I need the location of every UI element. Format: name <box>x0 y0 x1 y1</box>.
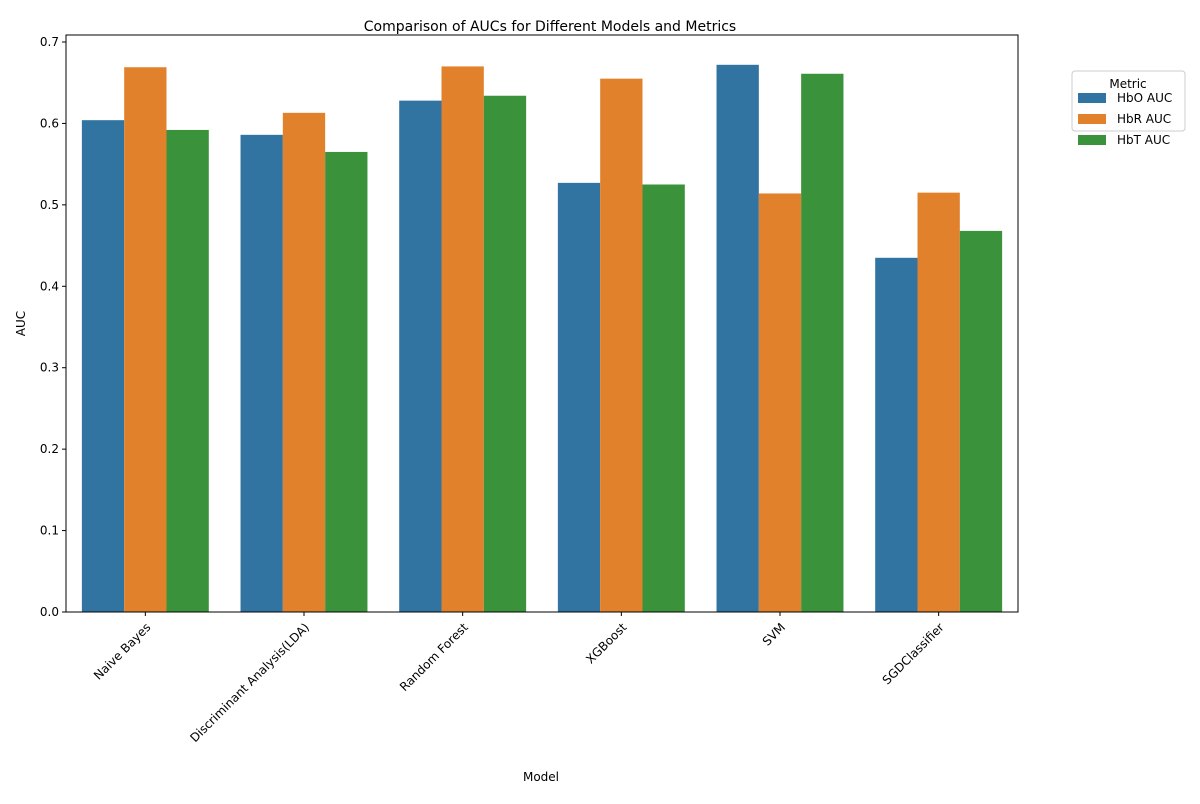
bar-hbr-auc-1 <box>282 112 326 612</box>
x-tick-label: Naive Bayes <box>91 620 153 682</box>
y-axis-label: AUC <box>14 311 28 336</box>
y-tick-label: 0.0 <box>40 605 59 619</box>
y-tick-label: 0.3 <box>40 361 59 375</box>
bar-hbt-auc-5 <box>959 230 1003 612</box>
x-tick-label: XGBoost <box>583 620 629 666</box>
bar-hbo-auc-2 <box>399 100 442 612</box>
chart-title: Comparison of AUCs for Different Models … <box>364 19 736 35</box>
y-tick-label: 0.1 <box>40 524 59 538</box>
legend-swatch-2 <box>1078 135 1106 145</box>
y-tick-label: 0.6 <box>40 116 59 130</box>
y-tick-label: 0.7 <box>40 35 59 49</box>
x-tick-label: SVM <box>760 620 788 648</box>
bar-hbo-auc-4 <box>716 64 759 613</box>
bar-hbr-auc-3 <box>600 78 643 612</box>
bar-hbt-auc-0 <box>166 129 209 612</box>
y-axis: 0.0 0.1 0.2 0.3 0.4 0.5 0.6 0.7 <box>40 35 66 619</box>
bar-hbt-auc-2 <box>483 95 527 613</box>
bar-hbr-auc-5 <box>917 192 960 612</box>
bar-hbt-auc-1 <box>325 151 368 612</box>
legend-label-2: HbT AUC <box>1117 133 1170 147</box>
x-axis: Naive Bayes Discriminant Analysis(LDA) Ran… <box>91 612 947 745</box>
bar-hbr-auc-0 <box>124 67 167 613</box>
legend: Metric HbO AUC HbR AUC HbT AUC <box>1071 70 1186 147</box>
bars-layer <box>81 64 1003 613</box>
x-tick-label: Discriminant Analysis(LDA) <box>187 620 312 745</box>
bar-hbo-auc-0 <box>81 120 125 613</box>
x-tick-label: SGDClassifier <box>880 620 947 687</box>
bar-hbt-auc-4 <box>801 73 844 612</box>
x-tick-label: Random Forest <box>397 620 471 694</box>
bar-hbt-auc-3 <box>642 184 685 612</box>
legend-label-0: HbO AUC <box>1117 91 1172 105</box>
y-tick-label: 0.2 <box>40 442 59 456</box>
legend-swatch-0 <box>1078 93 1106 103</box>
y-tick-label: 0.4 <box>40 279 59 293</box>
bar-hbo-auc-5 <box>875 257 918 612</box>
bar-hbo-auc-1 <box>240 134 283 612</box>
bar-hbr-auc-4 <box>758 193 802 612</box>
legend-label-1: HbR AUC <box>1117 112 1171 126</box>
y-tick-label: 0.5 <box>40 198 59 212</box>
legend-title: Metric <box>1109 77 1146 91</box>
x-axis-label: Model <box>523 770 559 784</box>
plot-frame <box>65 34 1019 613</box>
legend-swatch-1 <box>1078 114 1106 124</box>
bar-hbr-auc-2 <box>441 66 484 613</box>
bar-hbo-auc-3 <box>557 182 601 612</box>
